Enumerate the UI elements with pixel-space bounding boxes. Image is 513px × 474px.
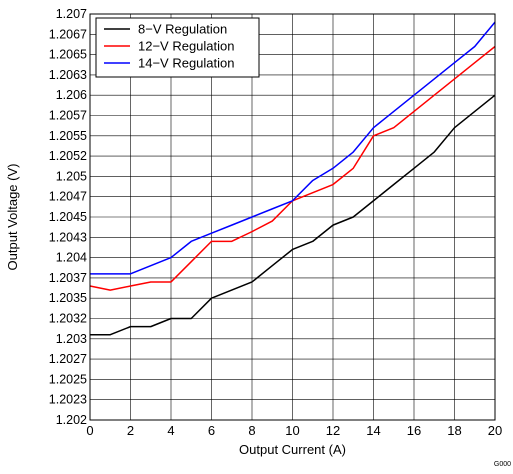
- y-tick-label: 1.2063: [49, 68, 87, 82]
- y-tick-label: 1.2057: [49, 109, 87, 123]
- x-tick-label: 20: [488, 423, 502, 438]
- y-tick-label: 1.2027: [49, 352, 87, 366]
- x-tick-label: 4: [167, 423, 174, 438]
- y-tick-label: 1.2052: [49, 149, 87, 163]
- y-tick-label: 1.203: [56, 332, 87, 346]
- y-tick-label: 1.2055: [49, 129, 87, 143]
- series-lines: [89, 21, 496, 336]
- x-tick-label: 14: [366, 423, 380, 438]
- x-tick-label: 6: [208, 423, 215, 438]
- y-tick-label: 1.2045: [49, 210, 87, 224]
- x-tick-label: 12: [326, 423, 340, 438]
- y-tick-label: 1.2035: [49, 291, 87, 305]
- legend-label: 14−V Regulation: [138, 56, 235, 71]
- legend-label: 12−V Regulation: [138, 39, 235, 54]
- series-line: [90, 94, 496, 336]
- x-tick-label: 18: [447, 423, 461, 438]
- y-tick-label: 1.2067: [49, 27, 87, 41]
- x-tick-label: 8: [248, 423, 255, 438]
- y-tick-label: 1.2065: [49, 48, 87, 62]
- y-tick-label: 1.205: [56, 169, 87, 183]
- y-tick-label: 1.2032: [49, 312, 87, 326]
- legend-label: 8−V Regulation: [138, 22, 227, 37]
- legend-box: [95, 17, 260, 78]
- y-tick-label: 1.207: [56, 7, 87, 21]
- y-tick-label: 1.2023: [49, 393, 87, 407]
- y-axis-tick-labels: 1.202 1.2023 1.2025 1.2027 1.203 1.2032 1.2035…: [49, 7, 87, 427]
- plot-frame: [89, 13, 496, 421]
- x-axis-tick-labels: 0 2 4 6 8 10 12 14 16 18 20: [86, 423, 502, 438]
- x-tick-label: 2: [127, 423, 134, 438]
- x-axis-label: Output Current (A): [239, 442, 346, 457]
- y-tick-label: 1.2047: [49, 190, 87, 204]
- x-tick-label: 16: [407, 423, 421, 438]
- y-tick-label: 1.2037: [49, 271, 87, 285]
- series-line: [90, 21, 496, 275]
- y-tick-label: 1.206: [56, 88, 87, 102]
- y-tick-label: 1.2043: [49, 230, 87, 244]
- figure-code: G000: [494, 461, 511, 468]
- y-tick-label: 1.2025: [49, 372, 87, 386]
- y-tick-label: 1.202: [56, 413, 87, 427]
- y-axis-label: Output Voltage (V): [5, 164, 20, 271]
- x-tick-label: 10: [285, 423, 299, 438]
- x-tick-label: 0: [86, 423, 93, 438]
- y-tick-label: 1.204: [56, 251, 87, 265]
- legend: 8−V Regulation 12−V Regulation 14−V Regula…: [95, 17, 260, 78]
